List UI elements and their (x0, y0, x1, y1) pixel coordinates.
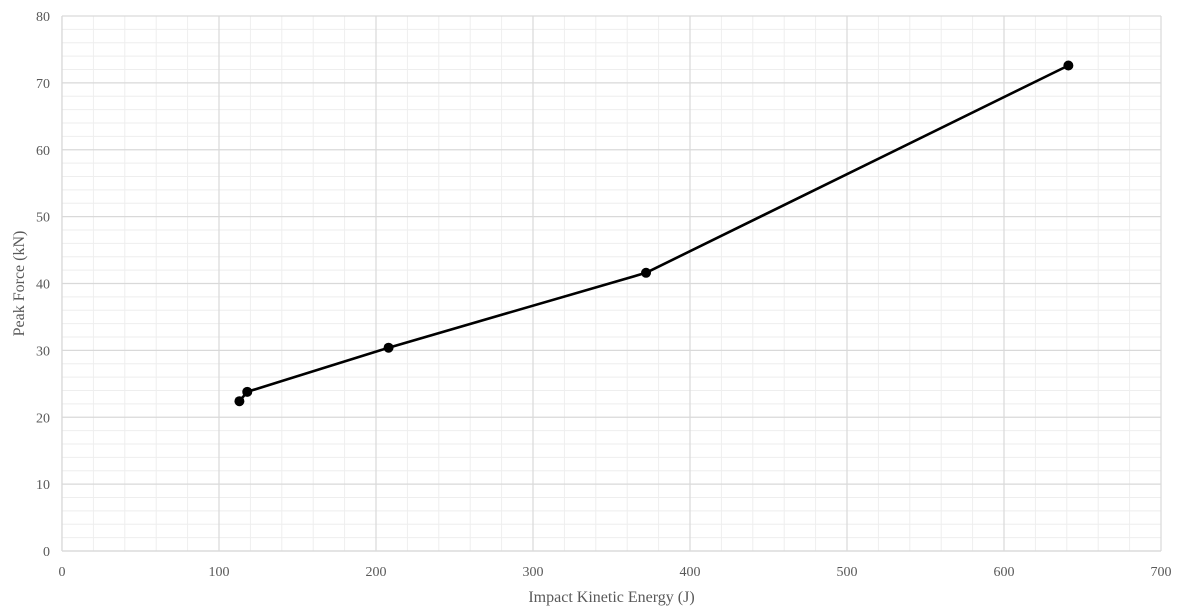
y-tick-label: 50 (36, 211, 50, 226)
y-tick-label: 70 (36, 77, 50, 92)
x-tick-label: 300 (523, 565, 544, 580)
data-point (1063, 60, 1074, 71)
x-tick-label: 700 (1151, 565, 1172, 580)
data-point (641, 267, 652, 278)
x-tick-label: 600 (994, 565, 1015, 580)
y-tick-label: 80 (36, 10, 50, 25)
x-tick-label: 0 (59, 565, 66, 580)
data-point (383, 342, 394, 353)
y-tick-label: 0 (43, 545, 50, 560)
x-tick-label: 100 (209, 565, 230, 580)
data-point (242, 386, 253, 397)
y-tick-label: 40 (36, 278, 50, 293)
axes (61, 16, 1161, 552)
y-tick-label: 20 (36, 411, 50, 426)
y-tick-label: 10 (36, 478, 50, 493)
series (234, 60, 1074, 407)
x-axis-title: Impact Kinetic Energy (J) (528, 589, 694, 606)
x-tick-label: 200 (366, 565, 387, 580)
x-tick-label: 500 (837, 565, 858, 580)
data-point (234, 396, 245, 407)
x-tick-label: 400 (680, 565, 701, 580)
y-axis-title: Peak Force (kN) (11, 231, 28, 337)
y-tick-label: 60 (36, 144, 50, 159)
y-tick-label: 30 (36, 344, 50, 359)
tick-labels: 0 100 200 300 400 500 600 700 0 10 20 30 40 50 60 70 80 (36, 10, 1172, 580)
